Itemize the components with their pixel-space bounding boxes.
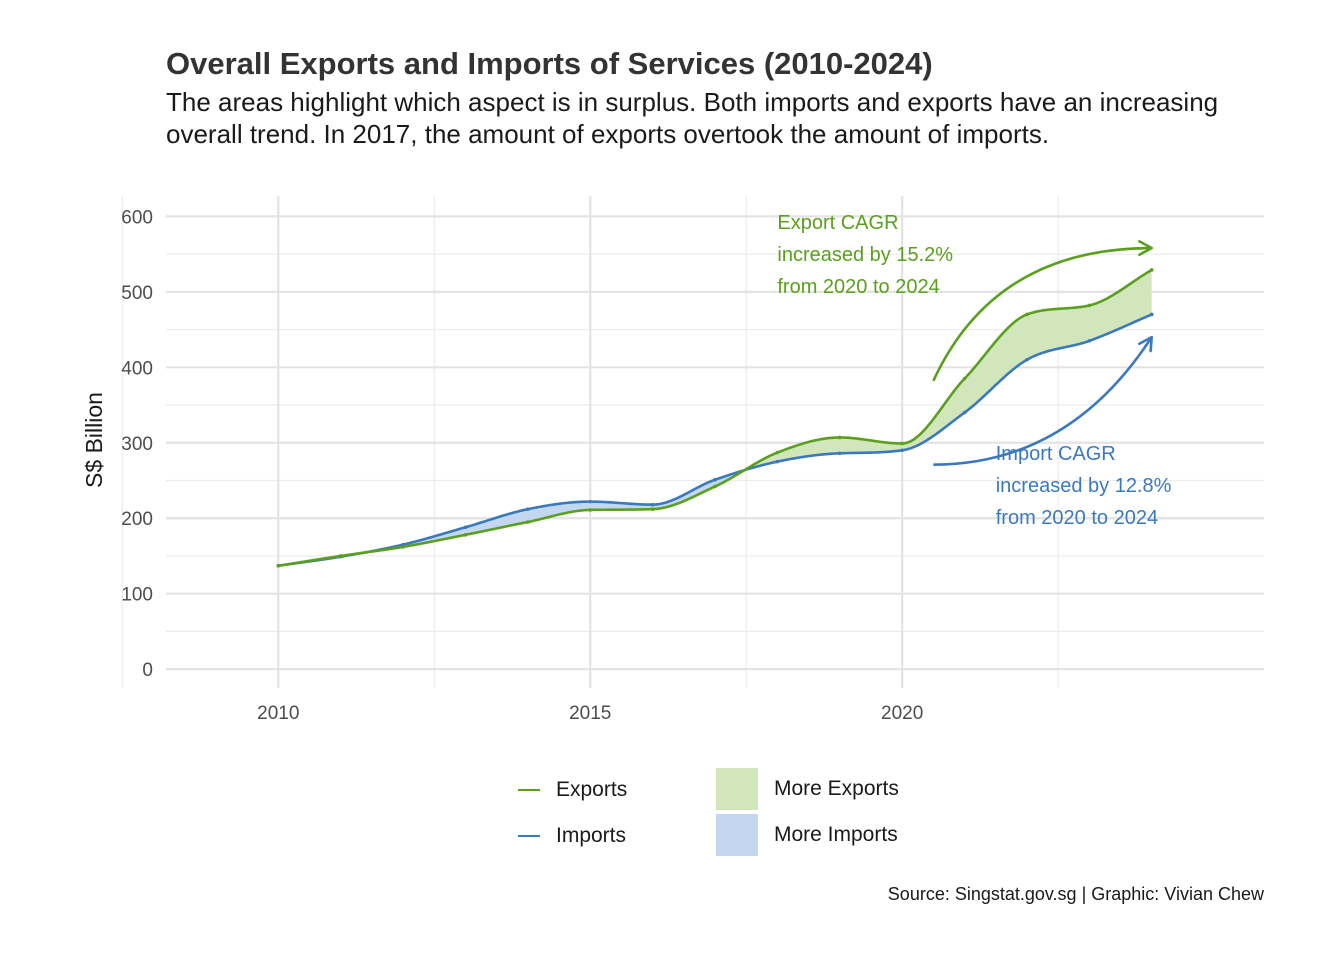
- data-point-imports: [775, 459, 780, 464]
- legend-key-imports-line: [518, 835, 540, 837]
- annotation-arrow-head: [1138, 240, 1153, 257]
- x-tick-label: 2015: [569, 703, 611, 724]
- data-point-exports: [338, 554, 343, 558]
- y-tick-label: 300: [121, 434, 153, 455]
- data-point-exports: [837, 435, 842, 440]
- data-point-exports: [463, 533, 468, 537]
- legend-key-exports-line: [518, 789, 540, 791]
- data-point-exports: [401, 545, 405, 549]
- legend-item-imports: Imports: [500, 816, 626, 856]
- legend-item-exports: Exports: [500, 770, 627, 810]
- y-tick-label: 400: [121, 358, 153, 379]
- data-point-exports: [650, 507, 655, 511]
- y-tick-label: 600: [121, 207, 153, 228]
- data-point-exports: [962, 376, 967, 381]
- data-point-exports: [588, 508, 593, 512]
- legend-label-more-exports: More Exports: [774, 777, 899, 800]
- data-point-imports: [900, 448, 904, 453]
- y-tick-label: 0: [142, 660, 153, 681]
- x-tick-label: 2010: [257, 703, 299, 724]
- annotation-arrow: [932, 246, 1152, 382]
- annotation-arrow-head: [1138, 335, 1153, 353]
- data-point-exports: [900, 441, 904, 446]
- annotation-label: increased by 15.2%: [777, 244, 953, 266]
- data-point-exports: [1087, 303, 1092, 308]
- data-point-exports: [1149, 268, 1154, 272]
- ribbon-more-exports: [743, 269, 1152, 471]
- legend-key-imports: [500, 816, 540, 856]
- data-point-exports: [775, 450, 780, 455]
- legend-key-more-imports: [716, 814, 758, 856]
- chart-subtitle: The areas highlight which aspect is in s…: [166, 87, 1219, 149]
- data-point-exports: [276, 563, 281, 568]
- y-tick-label: 500: [121, 283, 153, 304]
- legend-label-more-imports: More Imports: [774, 823, 898, 846]
- data-point-imports: [650, 502, 655, 507]
- y-tick-label: 200: [121, 509, 153, 530]
- legend-label-exports: Exports: [556, 778, 628, 801]
- data-point-imports: [1149, 312, 1154, 317]
- data-point-imports: [962, 410, 967, 415]
- data-point-imports: [837, 451, 842, 456]
- legend: Exports Imports More Exports More Import…: [500, 766, 960, 860]
- y-axis-title: S$ Billion: [81, 392, 107, 488]
- y-tick-label: 100: [121, 585, 153, 606]
- data-point-imports: [1025, 357, 1029, 362]
- data-point-exports: [1025, 312, 1029, 317]
- source-caption: Source: Singstat.gov.sg | Graphic: Vivia…: [887, 884, 1264, 904]
- legend-key-more-exports: [716, 768, 758, 810]
- annotation-label: from 2020 to 2024: [777, 276, 939, 298]
- data-point-imports: [713, 477, 717, 482]
- data-point-imports: [1087, 339, 1092, 343]
- data-point-exports: [526, 520, 530, 524]
- chart-title: Overall Exports and Imports of Services …: [166, 46, 933, 81]
- annotation-label: Import CAGR: [996, 443, 1116, 465]
- x-tick-label: 2020: [881, 703, 923, 724]
- annotation-label: from 2020 to 2024: [996, 507, 1158, 529]
- data-point-imports: [463, 525, 468, 530]
- ribbon-more-imports: [362, 470, 744, 553]
- annotation-label: increased by 12.8%: [996, 475, 1172, 497]
- data-point-exports: [713, 484, 717, 489]
- annotation-label: Export CAGR: [777, 212, 898, 234]
- data-point-imports: [526, 507, 530, 511]
- legend-item-more-imports: More Imports: [716, 814, 898, 856]
- legend-label-imports: Imports: [556, 824, 627, 847]
- data-point-imports: [588, 499, 593, 504]
- legend-item-more-exports: More Exports: [716, 768, 899, 810]
- annotation-arrow: [933, 336, 1153, 466]
- legend-key-exports: [500, 770, 540, 810]
